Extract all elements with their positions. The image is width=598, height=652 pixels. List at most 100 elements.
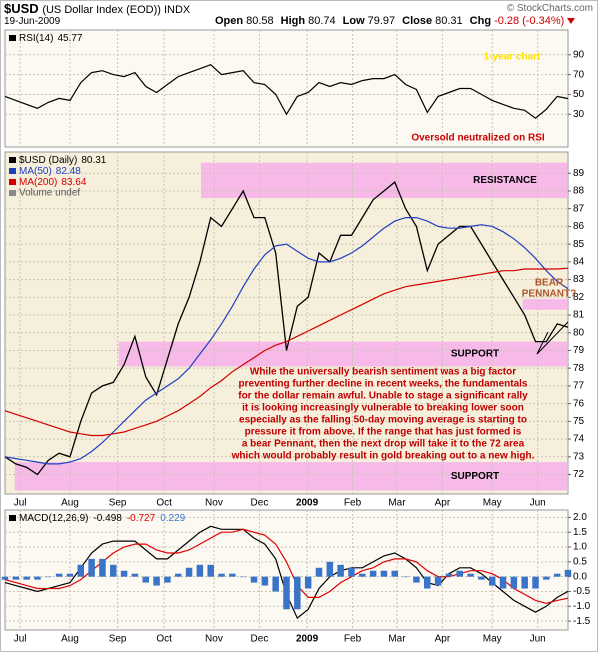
y-tick-label: 89	[573, 168, 585, 179]
y-tick-label: 72	[573, 469, 585, 480]
histogram-bar	[499, 576, 507, 589]
zone	[522, 299, 568, 310]
x-tick-label: Feb	[344, 634, 362, 645]
legend-name: RSI(14)	[19, 33, 53, 44]
histogram-bar	[207, 564, 214, 577]
histogram-bar	[110, 564, 117, 577]
histogram-bar	[304, 576, 312, 589]
histogram-bar	[413, 576, 420, 583]
x-tick-label: Mar	[388, 634, 406, 645]
y-tick-label: 83	[573, 274, 585, 285]
legend-value: 82.48	[56, 166, 81, 177]
y-tick-label: 78	[573, 363, 585, 374]
histogram-bar	[532, 576, 539, 589]
x-tick-label: Jun	[530, 634, 546, 645]
histogram-bar	[164, 576, 171, 583]
histogram-bar	[229, 573, 236, 577]
zone	[118, 341, 569, 367]
zone-label: RESISTANCE	[473, 175, 537, 186]
histogram-bar	[315, 567, 323, 577]
legend-value: -0.498	[93, 513, 122, 524]
legend-value: -0.727	[127, 513, 156, 524]
histogram-bar	[120, 570, 128, 577]
x-tick-label: May	[483, 634, 502, 645]
x-tick-label: Oct	[156, 634, 172, 645]
annotation: preventing further decline in recent wee…	[239, 379, 528, 390]
histogram-bar	[153, 576, 160, 586]
legend-value: 45.77	[57, 33, 82, 44]
legend-name: MA(200)	[19, 177, 57, 188]
y-tick-label: 0.0	[573, 571, 587, 582]
quote-value: 80.74	[308, 15, 336, 27]
x-tick-label: Apr	[435, 634, 451, 645]
histogram-bar	[239, 576, 247, 578]
histogram-bar	[250, 576, 258, 583]
quote-value: 79.97	[367, 15, 396, 27]
histogram-bar	[77, 564, 85, 577]
x-tick-label: Nov	[205, 498, 223, 509]
histogram-bar	[564, 569, 572, 577]
y-tick-label: 90	[573, 49, 585, 60]
date: 19-Jun-2009	[4, 16, 61, 27]
y-tick-label: 50	[573, 89, 585, 100]
change-label: Chg	[469, 15, 492, 27]
legend-marker	[9, 190, 16, 196]
histogram-bar	[294, 576, 301, 610]
histogram-bar	[337, 564, 344, 577]
legend-value: 80.31	[81, 155, 106, 166]
y-tick-label: 80	[573, 327, 585, 338]
legend: MACD(12,26,9) -0.498 -0.727 0.229	[19, 513, 186, 524]
histogram-bar	[402, 576, 409, 578]
symbol: $USD	[4, 1, 39, 16]
legend: $USD (Daily) 80.31	[19, 155, 107, 166]
histogram-bar	[12, 576, 20, 580]
x-tick-label: Sep	[109, 498, 127, 509]
histogram-bar	[348, 567, 355, 577]
histogram-bar	[434, 576, 442, 586]
quote-value: 80.58	[246, 15, 274, 27]
x-tick-label: Mar	[388, 498, 406, 509]
histogram-bar	[55, 573, 63, 577]
histogram-bar	[34, 576, 41, 580]
legend-value: 0.229	[160, 513, 185, 524]
histogram-bar	[510, 576, 518, 589]
y-tick-label: -1.5	[573, 616, 591, 627]
legend-name: MA(50)	[19, 166, 52, 177]
histogram-bar	[391, 570, 399, 577]
histogram-bar	[218, 573, 225, 577]
legend-marker	[9, 168, 16, 174]
legend-marker	[9, 179, 16, 185]
y-tick-label: 84	[573, 257, 585, 268]
histogram-bar	[521, 576, 528, 589]
legend: MA(50) 82.48	[19, 166, 81, 177]
zone	[14, 462, 569, 491]
histogram-bar	[1, 576, 9, 580]
annotation: a bear Pennant, then the next drop will …	[242, 439, 525, 450]
legend-name: $USD (Daily)	[19, 155, 77, 166]
zone-label: SUPPORT	[451, 349, 499, 360]
histogram-bar	[272, 576, 279, 592]
y-tick-label: 77	[573, 381, 585, 392]
x-tick-label: Aug	[61, 498, 79, 509]
overlay-line	[4, 528, 569, 604]
legend-marker	[9, 515, 16, 521]
quote-line: Open 80.58 High 80.74 Low 79.97 Close 80.31 Chg -…	[215, 15, 582, 27]
histogram-bar	[326, 561, 334, 577]
description: (US Dollar Index (EOD)) INDX	[42, 4, 191, 16]
zone-label: SUPPORT	[451, 471, 499, 482]
y-tick-label: 79	[573, 345, 585, 356]
histogram-bar	[131, 573, 139, 577]
quote-label: Close	[402, 15, 433, 27]
series-line	[4, 181, 569, 476]
x-tick-label: Nov	[205, 634, 223, 645]
legend-marker	[9, 35, 16, 41]
annotation: pressure it from above. If the range tha…	[245, 427, 522, 438]
histogram-bar	[45, 576, 52, 578]
x-tick-label: Dec	[251, 498, 269, 509]
annotation: for the dollar remain awful. Unable to s…	[238, 391, 528, 402]
y-tick-label: 30	[573, 109, 585, 120]
overlay-line	[4, 217, 569, 465]
y-tick-label: 2.0	[573, 512, 587, 523]
quote-label: High	[280, 15, 306, 27]
